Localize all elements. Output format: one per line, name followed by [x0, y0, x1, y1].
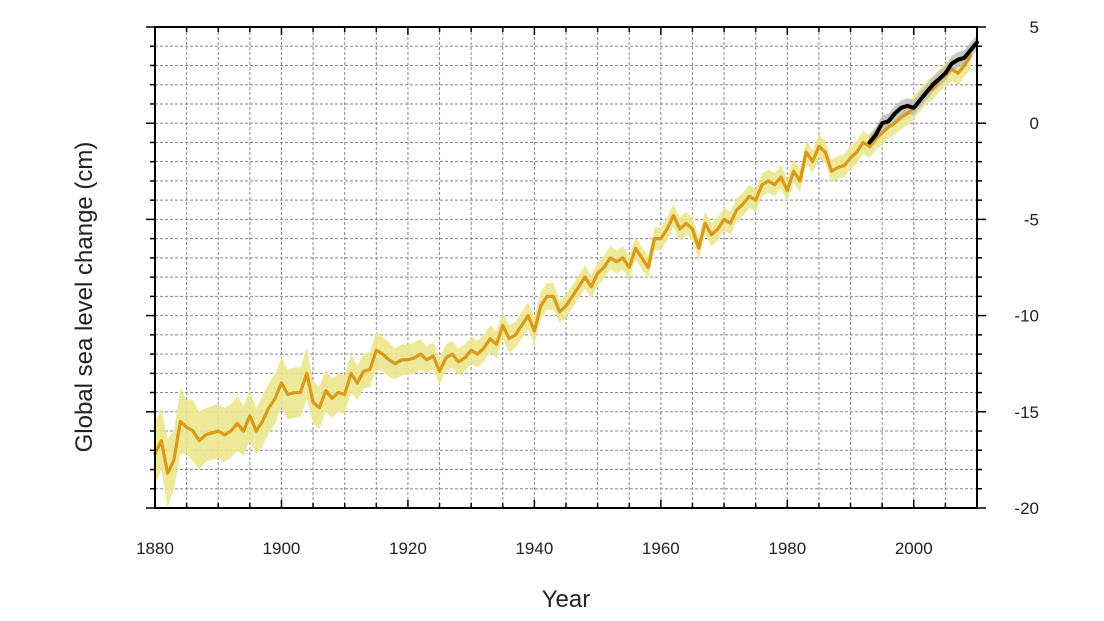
x-tick-label: 1920: [389, 539, 427, 558]
x-tick-label: 1900: [263, 539, 301, 558]
y-tick-label: -15: [1014, 403, 1039, 422]
data-lines: [153, 40, 979, 475]
gridlines: [155, 27, 977, 508]
x-tick-label: 1980: [768, 539, 806, 558]
y-tick-labels: 5 0 -5 -10 -15 -20: [1014, 18, 1039, 518]
axis-ticks: [146, 26, 986, 509]
satellite-series-line: [867, 40, 979, 145]
x-tick-label: 1940: [515, 539, 553, 558]
y-tick-label: 0: [1030, 114, 1039, 133]
y-tick-label: -5: [1024, 210, 1039, 229]
y-axis-label: Global sea level change (cm): [71, 142, 98, 453]
y-tick-label: -20: [1014, 499, 1039, 518]
y-tick-label: 5: [1030, 18, 1039, 37]
x-tick-label: 1960: [642, 539, 680, 558]
reconstruction-series-line: [153, 54, 973, 475]
y-tick-label: -10: [1014, 307, 1039, 326]
x-tick-label: 2000: [895, 539, 933, 558]
x-tick-labels: 1880 1900 1920 1940 1960 1980 2000: [136, 539, 933, 558]
x-axis-label: Year: [542, 586, 591, 613]
reconstruction-uncertainty-band: [155, 42, 971, 508]
x-tick-label: 1880: [136, 539, 174, 558]
